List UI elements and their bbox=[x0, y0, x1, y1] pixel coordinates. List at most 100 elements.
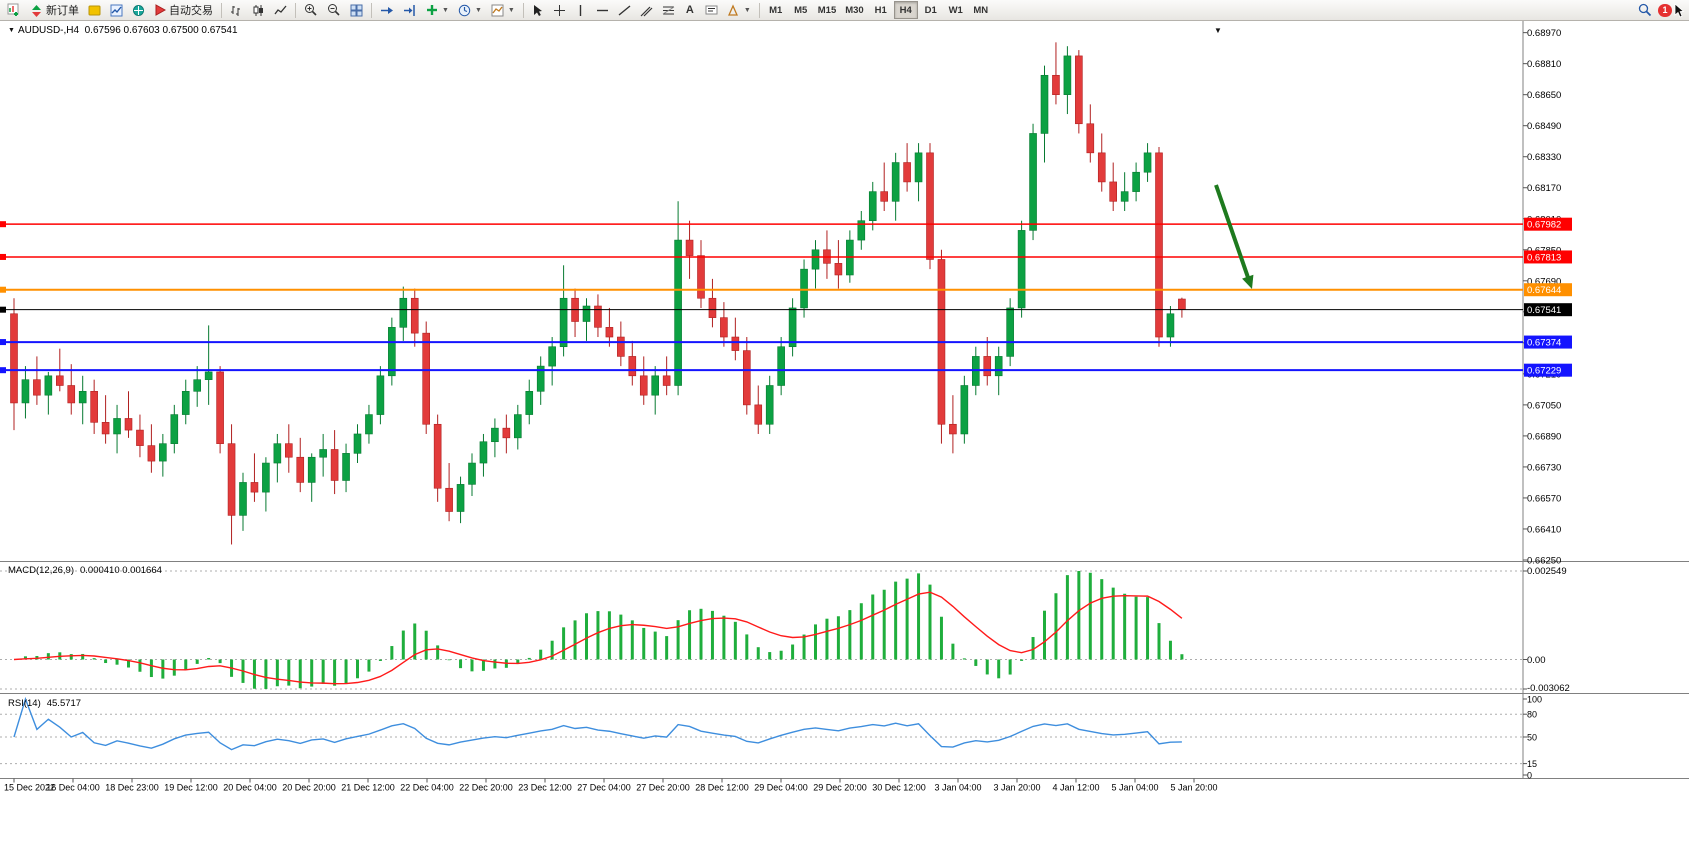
templates-button[interactable]: ▼ bbox=[487, 1, 519, 20]
chart-window[interactable]: 0.68970 0.68810 0.68650 0.68490 0.68330 0.681… bbox=[0, 21, 1689, 862]
svg-text:0.67541: 0.67541 bbox=[1527, 305, 1561, 316]
chevron-down-icon: ▼ bbox=[507, 6, 515, 14]
svg-text:22 Dec 20:00: 22 Dec 20:00 bbox=[459, 783, 513, 793]
svg-text:20 Dec 20:00: 20 Dec 20:00 bbox=[282, 783, 336, 793]
svg-text:28 Dec 12:00: 28 Dec 12:00 bbox=[695, 783, 749, 793]
bar-chart-icon bbox=[231, 5, 240, 16]
svg-text:0.66570: 0.66570 bbox=[1527, 493, 1561, 504]
search-button[interactable] bbox=[1634, 1, 1656, 20]
horizontal-lines-layer[interactable]: 0.67982 0.67813 0.67644 0.67541 0.67374 0.672… bbox=[0, 217, 1572, 377]
trend-arrow-annotation[interactable] bbox=[1214, 184, 1254, 289]
text-a-icon: A bbox=[685, 4, 694, 16]
text-label-tool-button[interactable] bbox=[701, 1, 722, 20]
notification-badge[interactable]: 1 bbox=[1658, 3, 1672, 17]
svg-text:29 Dec 04:00: 29 Dec 04:00 bbox=[754, 783, 808, 793]
chart-title: ▼ AUDUSD-,H4 0.67596 0.67603 0.67500 0.67… bbox=[8, 25, 238, 36]
macd-pane[interactable]: 0.002549 0.00 -0.003062 bbox=[0, 566, 1570, 694]
svg-text:0.67813: 0.67813 bbox=[1527, 252, 1561, 263]
svg-text:0.68170: 0.68170 bbox=[1527, 183, 1561, 194]
svg-text:0.67229: 0.67229 bbox=[1527, 366, 1561, 377]
candles-layer bbox=[10, 42, 1186, 545]
add-indicator-icon bbox=[427, 5, 437, 15]
price-axis[interactable]: 0.68970 0.68810 0.68650 0.68490 0.68330 0.681… bbox=[1523, 28, 1561, 566]
auto-trading-button[interactable]: 自动交易 bbox=[150, 1, 217, 20]
auto-trading-icon bbox=[155, 4, 166, 16]
svg-text:27 Dec 20:00: 27 Dec 20:00 bbox=[636, 783, 690, 793]
timeframe-m15-button[interactable]: M15 bbox=[817, 4, 837, 16]
price-level-tag bbox=[1524, 217, 1572, 231]
macd-pane-label: MACD(12,26,9) 0.000410 0.001664 bbox=[8, 565, 162, 576]
fibonacci-tool-button[interactable] bbox=[658, 1, 679, 20]
line-chart-mode-button[interactable] bbox=[270, 1, 291, 20]
svg-text:0.002549: 0.002549 bbox=[1527, 566, 1567, 577]
candlestick-mode-button[interactable] bbox=[248, 1, 269, 20]
bar-chart-mode-button[interactable] bbox=[226, 1, 247, 20]
chart-shift-button[interactable] bbox=[399, 1, 421, 20]
auto-trading-label: 自动交易 bbox=[169, 5, 213, 17]
timeframe-m5-button[interactable]: M5 bbox=[794, 4, 808, 16]
timeframe-m1-button[interactable]: M1 bbox=[769, 4, 783, 16]
tile-windows-button[interactable] bbox=[346, 1, 367, 20]
main-toolbar: 新订单 自动交易 ▼ ▼ bbox=[0, 0, 1689, 21]
cursor-tool-button[interactable] bbox=[528, 1, 548, 20]
tile-windows-icon bbox=[350, 4, 363, 16]
timeframe-m30-button[interactable]: M30 bbox=[845, 4, 864, 16]
crosshair-tool-button[interactable] bbox=[549, 1, 570, 20]
svg-text:23 Dec 12:00: 23 Dec 12:00 bbox=[518, 783, 572, 793]
chart-expand-arrow-icon[interactable]: ▼ bbox=[1214, 26, 1222, 35]
timeframe-w1-button[interactable]: W1 bbox=[948, 4, 963, 16]
chart-canvas[interactable]: 0.68970 0.68810 0.68650 0.68490 0.68330 0.681… bbox=[0, 21, 1689, 862]
svg-text:0.68810: 0.68810 bbox=[1527, 59, 1561, 70]
metaeditor-icon bbox=[88, 5, 101, 15]
timeframe-h4-button[interactable]: H4 bbox=[893, 1, 918, 19]
new-chart-button[interactable] bbox=[3, 1, 25, 20]
zoom-out-button[interactable] bbox=[323, 1, 345, 20]
community-button[interactable] bbox=[128, 1, 149, 20]
rsi-indicator-name: RSI(14) bbox=[8, 698, 41, 709]
metaeditor-button[interactable] bbox=[84, 1, 105, 20]
arrows-tool-button[interactable]: ▼ bbox=[723, 1, 755, 20]
timeframe-mn-button[interactable]: MN bbox=[973, 4, 989, 16]
equidistant-channel-icon bbox=[640, 6, 653, 16]
svg-text:20 Dec 04:00: 20 Dec 04:00 bbox=[223, 783, 277, 793]
vertical-line-tool-button[interactable] bbox=[571, 1, 591, 20]
mouse-cursor-icon bbox=[1674, 2, 1685, 18]
timeframe-d1-button[interactable]: D1 bbox=[924, 4, 937, 16]
market-watch-button[interactable] bbox=[106, 1, 127, 20]
svg-text:0.68650: 0.68650 bbox=[1527, 90, 1561, 101]
pane-frame bbox=[0, 21, 1689, 779]
new-order-button[interactable]: 新订单 bbox=[26, 1, 83, 20]
svg-text:0.66730: 0.66730 bbox=[1527, 462, 1561, 473]
periods-button[interactable]: ▼ bbox=[454, 1, 486, 20]
auto-scroll-button[interactable] bbox=[376, 1, 398, 20]
clock-icon bbox=[458, 4, 471, 16]
rsi-indicator-value: 45.5717 bbox=[46, 698, 82, 709]
trendline-tool-button[interactable] bbox=[614, 1, 635, 20]
zoom-out-icon bbox=[328, 4, 340, 16]
rsi-pane[interactable]: 100 80 50 15 0 bbox=[0, 695, 1542, 781]
svg-text:15 Dec 2022: 15 Dec 2022 bbox=[4, 783, 55, 793]
horizontal-line-tool-button[interactable] bbox=[592, 1, 613, 20]
channel-tool-button[interactable] bbox=[636, 1, 657, 20]
svg-text:4 Jan 12:00: 4 Jan 12:00 bbox=[1052, 783, 1099, 793]
svg-text:0.68490: 0.68490 bbox=[1527, 121, 1561, 132]
timeframe-h1-button[interactable]: H1 bbox=[874, 4, 887, 16]
macd-indicator-name: MACD(12,26,9) bbox=[8, 565, 74, 576]
auto-scroll-icon bbox=[381, 6, 393, 14]
svg-text:19 Dec 12:00: 19 Dec 12:00 bbox=[164, 783, 218, 793]
indicators-button[interactable]: ▼ bbox=[422, 1, 453, 20]
svg-text:0.67374: 0.67374 bbox=[1527, 338, 1561, 349]
svg-text:15: 15 bbox=[1527, 759, 1537, 769]
svg-text:0.66250: 0.66250 bbox=[1527, 555, 1561, 566]
arrows-icon bbox=[727, 3, 738, 16]
new-order-label: 新订单 bbox=[46, 5, 79, 17]
macd-indicator-values: 0.000410 0.001664 bbox=[80, 565, 162, 576]
zoom-in-button[interactable] bbox=[300, 1, 322, 20]
chart-ohlc-values: 0.67596 0.67603 0.67500 0.67541 bbox=[84, 25, 238, 36]
svg-text:-0.003062: -0.003062 bbox=[1527, 683, 1570, 694]
text-tool-button[interactable]: A bbox=[680, 1, 700, 20]
svg-text:0.67982: 0.67982 bbox=[1527, 220, 1561, 231]
price-level-tag bbox=[1524, 283, 1572, 297]
toolbar-separator bbox=[522, 2, 524, 18]
